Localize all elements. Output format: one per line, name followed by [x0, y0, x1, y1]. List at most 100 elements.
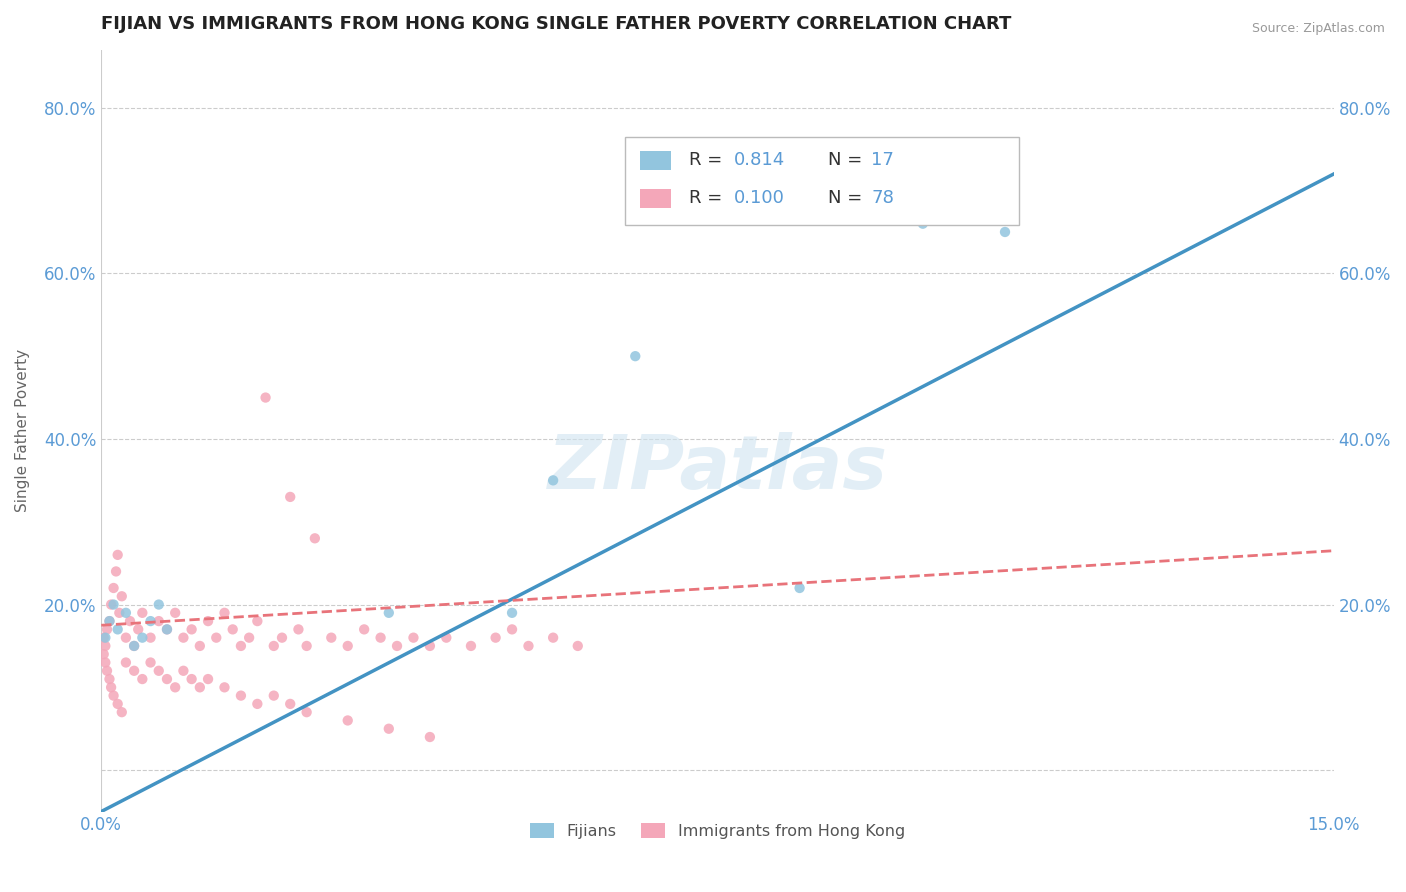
- Point: [214, 606, 236, 620]
- Point: [188, 639, 211, 653]
- Point: [278, 697, 301, 711]
- Point: [98, 614, 121, 628]
- Point: [541, 631, 564, 645]
- Point: [98, 672, 121, 686]
- Point: [115, 656, 138, 670]
- Point: [96, 623, 118, 637]
- Point: [295, 639, 318, 653]
- Point: [304, 531, 326, 545]
- Point: [122, 639, 145, 653]
- Point: [131, 631, 153, 645]
- Point: [122, 639, 145, 653]
- Text: R =: R =: [689, 189, 728, 207]
- Point: [229, 689, 252, 703]
- Point: [263, 639, 285, 653]
- Point: [180, 672, 202, 686]
- Point: [103, 581, 125, 595]
- Point: [131, 606, 153, 620]
- Point: [567, 639, 589, 653]
- Point: [994, 225, 1017, 239]
- Point: [188, 681, 211, 695]
- Point: [287, 623, 309, 637]
- Point: [111, 589, 134, 603]
- Point: [108, 606, 131, 620]
- Point: [103, 598, 125, 612]
- Point: [205, 631, 228, 645]
- Point: [93, 631, 115, 645]
- Point: [165, 606, 187, 620]
- Point: [98, 614, 121, 628]
- Point: [148, 664, 170, 678]
- Point: [127, 623, 149, 637]
- Point: [156, 623, 179, 637]
- Point: [156, 623, 179, 637]
- FancyBboxPatch shape: [640, 151, 671, 169]
- Point: [111, 705, 134, 719]
- Point: [419, 730, 441, 744]
- Text: R =: R =: [689, 152, 728, 169]
- Point: [139, 656, 162, 670]
- Point: [402, 631, 425, 645]
- Point: [517, 639, 540, 653]
- Point: [222, 623, 245, 637]
- Point: [180, 623, 202, 637]
- Text: FIJIAN VS IMMIGRANTS FROM HONG KONG SINGLE FATHER POVERTY CORRELATION CHART: FIJIAN VS IMMIGRANTS FROM HONG KONG SING…: [101, 15, 1012, 33]
- Point: [103, 689, 125, 703]
- Point: [541, 474, 564, 488]
- Point: [263, 689, 285, 703]
- Y-axis label: Single Father Poverty: Single Father Poverty: [15, 349, 30, 512]
- Point: [148, 598, 170, 612]
- Text: 0.100: 0.100: [734, 189, 785, 207]
- Point: [385, 639, 408, 653]
- Point: [94, 656, 117, 670]
- Point: [246, 614, 269, 628]
- Point: [172, 631, 194, 645]
- Point: [295, 705, 318, 719]
- Point: [321, 631, 343, 645]
- Point: [107, 548, 129, 562]
- Text: 0.814: 0.814: [734, 152, 785, 169]
- Point: [789, 581, 811, 595]
- Point: [115, 631, 138, 645]
- Point: [278, 490, 301, 504]
- Point: [229, 639, 252, 653]
- Point: [139, 631, 162, 645]
- Point: [434, 631, 457, 645]
- Point: [139, 614, 162, 628]
- Point: [96, 664, 118, 678]
- Point: [107, 623, 129, 637]
- Text: N =: N =: [828, 189, 869, 207]
- Point: [131, 672, 153, 686]
- Point: [419, 639, 441, 653]
- Point: [100, 681, 122, 695]
- Text: ZIPatlas: ZIPatlas: [547, 433, 887, 505]
- Point: [105, 565, 128, 579]
- Point: [197, 614, 219, 628]
- Point: [336, 639, 359, 653]
- Point: [501, 623, 523, 637]
- Point: [501, 606, 523, 620]
- Point: [336, 714, 359, 728]
- Text: 78: 78: [872, 189, 894, 207]
- Point: [214, 681, 236, 695]
- Point: [624, 349, 647, 363]
- Point: [94, 631, 117, 645]
- Point: [353, 623, 375, 637]
- FancyBboxPatch shape: [640, 189, 671, 208]
- Point: [246, 697, 269, 711]
- Point: [172, 664, 194, 678]
- Point: [93, 647, 115, 661]
- Point: [94, 639, 117, 653]
- Point: [122, 664, 145, 678]
- Point: [271, 631, 294, 645]
- Point: [484, 631, 506, 645]
- Text: N =: N =: [828, 152, 869, 169]
- Point: [254, 391, 277, 405]
- Point: [115, 606, 138, 620]
- Point: [165, 681, 187, 695]
- Point: [911, 217, 934, 231]
- Point: [378, 722, 401, 736]
- Point: [156, 672, 179, 686]
- Text: 17: 17: [872, 152, 894, 169]
- Point: [238, 631, 260, 645]
